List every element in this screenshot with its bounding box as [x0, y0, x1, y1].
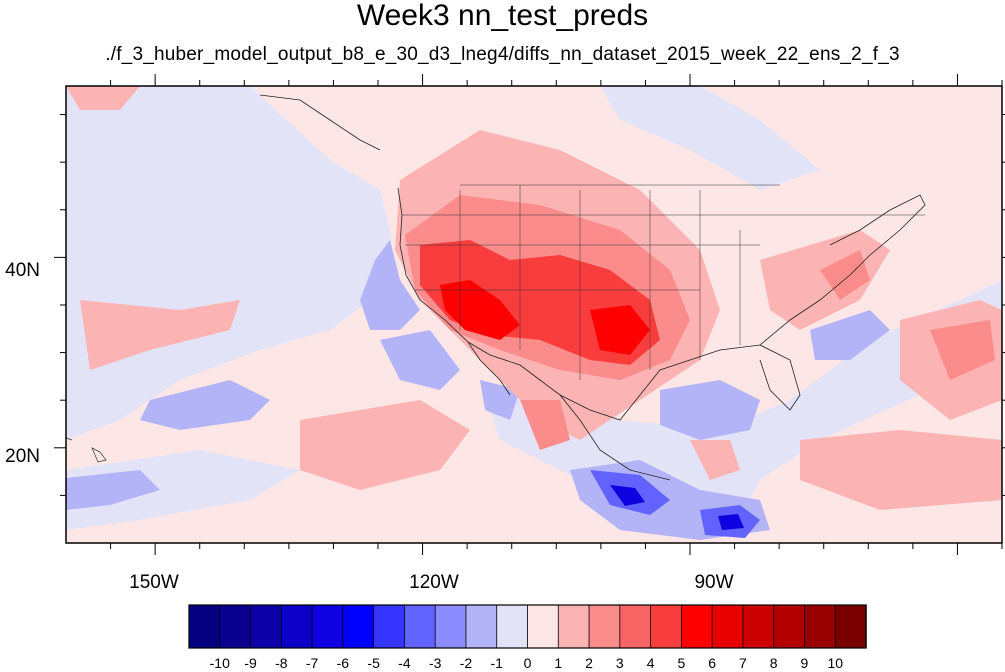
colorbar-label: 4 — [647, 655, 655, 671]
colorbar-label: -1 — [491, 655, 504, 671]
colorbar-frame — [188, 604, 867, 649]
axis-ticks — [54, 74, 1005, 555]
colorbar-box — [219, 604, 252, 649]
colorbar-label: -6 — [337, 655, 350, 671]
longitude-labels: 150W 120W 90W — [129, 572, 733, 593]
colorbar-label: -9 — [244, 655, 257, 671]
colorbar-box — [434, 604, 467, 649]
map-frame — [65, 85, 1003, 544]
colorbar-box — [742, 604, 775, 649]
colorbar-box — [588, 604, 621, 649]
colorbar-label: 2 — [585, 655, 593, 671]
colorbar-label: -3 — [429, 655, 442, 671]
colorbar-box — [680, 604, 713, 649]
colorbar-box — [496, 604, 529, 649]
state-borders — [402, 184, 925, 380]
lon-label-90w: 90W — [694, 572, 733, 593]
colorbar-label: -2 — [460, 655, 473, 671]
colorbar-box — [250, 604, 283, 649]
colorbar-label: 9 — [801, 655, 809, 671]
colorbar-box — [311, 604, 344, 649]
colorbar-label: 6 — [708, 655, 716, 671]
colorbar-label: 10 — [827, 655, 843, 671]
colorbar-box — [650, 604, 683, 649]
colorbar-box — [465, 604, 498, 649]
colorbar-box — [557, 604, 590, 649]
plot-title: Week3 nn_test_preds — [356, 0, 649, 32]
colorbar-box — [373, 604, 406, 649]
colorbar-label: 3 — [616, 655, 624, 671]
colorbar-box — [773, 604, 806, 649]
plot-subtitle: ./f_3_huber_model_output_b8_e_30_d3_lneg… — [105, 44, 900, 65]
colorbar-label: -10 — [210, 655, 230, 671]
colorbar-box — [804, 604, 836, 649]
colorbar-label: 8 — [770, 655, 778, 671]
lat-label-40n: 40N — [5, 260, 40, 281]
latitude-labels: 40N 20N — [5, 260, 40, 467]
colorbar-box — [619, 604, 652, 649]
lon-label-150w: 150W — [129, 572, 179, 593]
lat-label-20n: 20N — [5, 446, 40, 467]
colorbar-label: 0 — [524, 655, 532, 671]
colorbar-labels: -10 -9 -8 -7 -6 -5 -4 -3 -2 -1 0 1 2 3 4 5 6 7 8 9 10 — [210, 655, 844, 671]
colorbar-label: 5 — [677, 655, 685, 671]
map-field — [66, 86, 1002, 543]
colorbar-box — [711, 604, 744, 649]
colorbar-label: -7 — [306, 655, 319, 671]
colorbar-label: -8 — [275, 655, 288, 671]
hawaii-islands — [66, 437, 107, 463]
colorbar-label: -5 — [367, 655, 380, 671]
colorbar-box — [280, 604, 313, 649]
colorbar — [188, 604, 867, 649]
colorbar-box — [188, 604, 221, 649]
colorbar-label: 1 — [554, 655, 562, 671]
colorbar-box — [342, 604, 375, 649]
coastlines — [259, 94, 926, 481]
colorbar-label: 7 — [739, 655, 747, 671]
colorbar-label: -4 — [398, 655, 411, 671]
colorbar-box — [527, 604, 559, 649]
lon-label-120w: 120W — [409, 572, 459, 593]
colorbar-box — [404, 604, 436, 649]
colorbar-box — [834, 604, 867, 649]
